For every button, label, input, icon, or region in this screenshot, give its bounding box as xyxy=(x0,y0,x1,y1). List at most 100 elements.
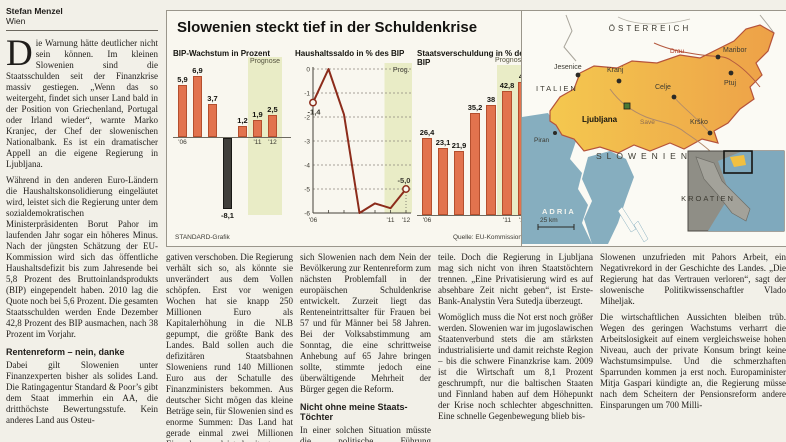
prognose-label: Prognose xyxy=(495,57,525,64)
paragraph: Die wirtschaftlichen Aussichten bleiben … xyxy=(600,312,786,410)
bar xyxy=(193,76,202,137)
map-label: Maribor xyxy=(723,47,747,54)
x-tick-label: '06 xyxy=(178,139,187,146)
prognose-label: Prognose xyxy=(250,58,280,65)
bar xyxy=(268,115,277,137)
bar-value: 23,1 xyxy=(435,138,451,147)
subhead: Rentenreform – nein, danke xyxy=(6,347,125,357)
map-label: Ptuj xyxy=(724,80,737,87)
map-label: Drau xyxy=(670,48,684,55)
subhead: Nicht ohne meine Staats-Töchter xyxy=(300,402,408,422)
bar xyxy=(208,104,217,137)
map-label: ITALIEN xyxy=(536,84,578,93)
y-tick-label: -5 xyxy=(304,187,310,194)
prognose-label: Prog. xyxy=(393,67,410,74)
map-label: Kranj xyxy=(607,67,624,74)
chart-source: STANDARD-Grafik xyxy=(175,234,230,241)
bar-value: 5,9 xyxy=(177,75,188,85)
chart-title: Haushaltssaldo in % des BIP xyxy=(295,49,405,58)
bar xyxy=(238,126,247,137)
bar xyxy=(486,104,496,215)
island xyxy=(617,206,637,233)
river xyxy=(673,96,711,134)
bar-negative xyxy=(223,138,232,210)
bar-value: -8,1 xyxy=(221,211,234,221)
saldo-chart-plot: Prog. 0 -1 -2 -3 -4 -5 -6 -1,4 -5,0 '06 '11 '12 xyxy=(295,63,413,231)
data-point-last xyxy=(402,185,410,193)
y-tick-label: 0 xyxy=(306,67,310,74)
map-label: KROATIEN xyxy=(681,194,735,203)
article-columns: gativen verschoben. Die Regierung verhäl… xyxy=(166,252,786,442)
bar xyxy=(178,85,187,137)
map-label: ADRIA xyxy=(542,207,576,216)
paragraph: Während in den anderen Euro-Ländern die … xyxy=(6,175,158,339)
map-label: Celje xyxy=(655,84,671,91)
chart-source: Quelle: EU-Kommission xyxy=(453,234,522,241)
map-label: ÖSTERREICH xyxy=(609,24,691,33)
y-tick-label: -4 xyxy=(304,163,310,170)
paragraph: Slowenen unzufrieden mit Pahors Arbeit, … xyxy=(600,252,786,306)
bar xyxy=(438,148,448,215)
x-tick-label: '11 xyxy=(503,217,511,224)
chart-budget-balance: Haushaltssaldo in % des BIP Prog. 0 -1 -2 -3… xyxy=(295,49,413,243)
bar xyxy=(454,151,464,215)
data-point-first xyxy=(309,98,317,107)
bar xyxy=(422,138,432,215)
bar-value: 26,4 xyxy=(419,128,435,138)
bar xyxy=(502,90,512,215)
map-label: Ljubljana xyxy=(582,115,618,124)
city-dot-ptuj xyxy=(728,70,734,76)
y-tick-label: -2 xyxy=(304,115,310,122)
drop-cap: D xyxy=(6,33,33,74)
chart-title: Staatsverschuldung in % des BIP xyxy=(417,49,529,67)
point-label: -1,4 xyxy=(308,108,322,117)
paragraph-text: ie Warnung hätte deutlicher nicht sein k… xyxy=(6,38,158,169)
data-line xyxy=(312,68,407,214)
line-chart-canvas: Prog. 0 -1 -2 -3 -4 -5 -6 -1,4 -5,0 '06 '11 '12 xyxy=(304,63,412,224)
island xyxy=(633,220,649,243)
italy-austria-border xyxy=(563,14,577,62)
chart-title: BIP-Wachstum in Prozent xyxy=(173,49,271,58)
bar-value: 3,7 xyxy=(207,94,218,104)
paragraph: In einer solchen Situation müsste die po… xyxy=(300,425,431,442)
map-label: SLOWENIEN xyxy=(596,151,692,161)
bip-chart-plot: Prognose 5,9 6,9 3,7 -8,1 1,2 1,9 2,5 '06 '11 '12 xyxy=(173,57,291,231)
inset-map xyxy=(687,150,785,232)
article-column-2: gativen verschoben. Die Regierung verhäl… xyxy=(166,252,293,442)
map-label: Krško xyxy=(690,119,708,126)
city-dot-maribor xyxy=(715,54,721,60)
byline-author: Stefan Menzel xyxy=(6,6,63,16)
x-tick-label: '11 xyxy=(387,217,395,224)
infographic-box: Slowenien steckt tief in der Schuldenkri… xyxy=(166,10,786,247)
paragraph: Womöglich muss die Not erst noch größer … xyxy=(438,312,593,421)
bar xyxy=(253,120,262,137)
x-tick-label: '12 xyxy=(402,217,411,224)
city-dot-krsko xyxy=(707,130,713,136)
city-dot-jesenice xyxy=(575,72,581,78)
city-dot-piran xyxy=(553,131,557,135)
x-tick-label: '06 xyxy=(309,217,318,224)
bar-value: 6,9 xyxy=(192,66,203,76)
paragraph: teile. Doch die Regierung in Ljubljana m… xyxy=(438,252,593,306)
zero-axis xyxy=(173,137,291,138)
byline-rule xyxy=(6,30,158,31)
map-label: Piran xyxy=(534,137,550,144)
x-tick-label: '06 xyxy=(422,217,432,224)
adriatic-sea xyxy=(522,113,634,244)
scale-bar xyxy=(537,224,575,230)
map-label: Save xyxy=(640,119,655,126)
chart-bip-growth: BIP-Wachstum in Prozent Prognose 5,9 6,9 3,… xyxy=(173,49,291,243)
city-dot-celje xyxy=(671,94,677,100)
hungary-border xyxy=(759,14,775,34)
article-column-5: Slowenen unzufrieden mit Pahors Arbeit, … xyxy=(600,252,786,442)
y-tick-label: -1 xyxy=(304,91,310,98)
inset-highlight-box xyxy=(723,150,753,174)
bar-value: 38 xyxy=(486,94,496,104)
bar-value: 35,2 xyxy=(467,102,483,112)
paragraph: sich Slowenien nach dem Nein der Bevölke… xyxy=(300,252,431,394)
map-label: 25 km xyxy=(540,217,558,224)
bar-value: 42,8 xyxy=(499,80,515,90)
bar-value: 1,2 xyxy=(237,116,248,126)
paragraph: Dabei gilt Slowenien unter Finanzexperte… xyxy=(6,360,158,425)
